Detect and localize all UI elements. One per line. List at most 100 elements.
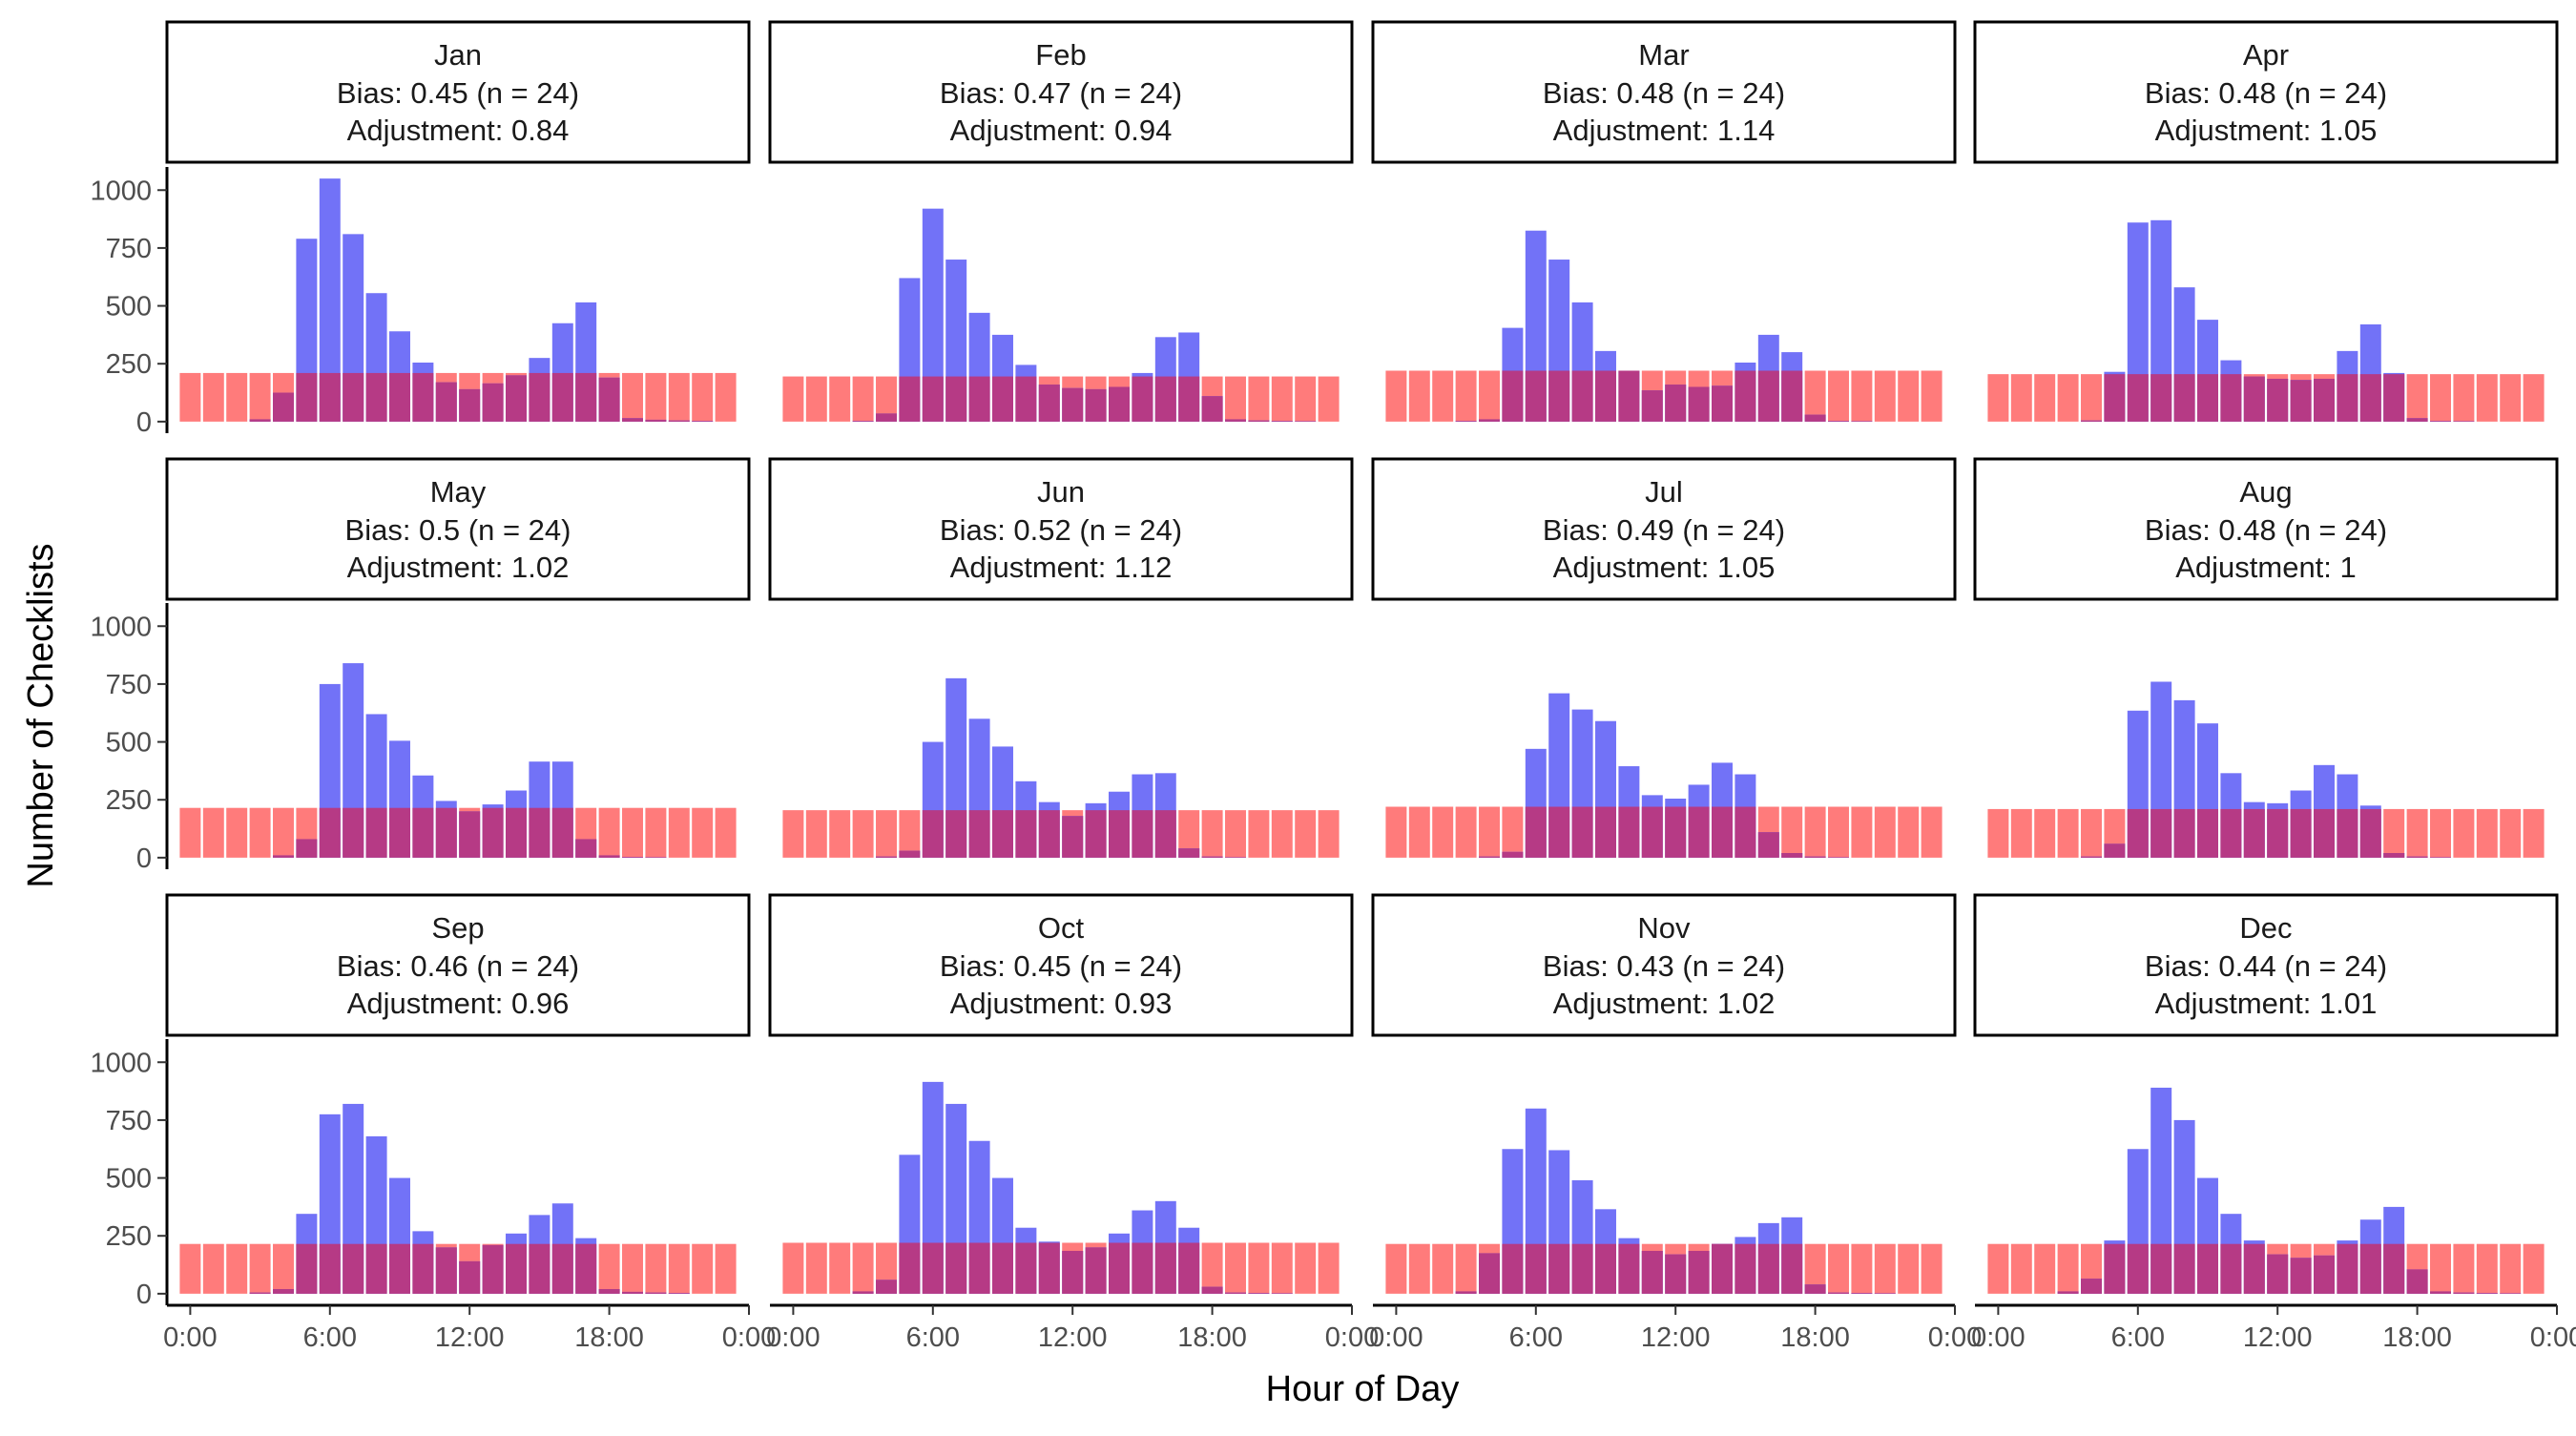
bar-overlap	[1781, 370, 1802, 421]
bar-overlap	[2453, 1293, 2474, 1294]
bar-expected	[1851, 370, 1872, 421]
bar-overlap	[529, 373, 550, 422]
bar-overlap	[969, 377, 990, 422]
bar-expected	[1319, 377, 1340, 422]
bar-overlap	[2150, 809, 2171, 858]
bar-overlap	[876, 1280, 897, 1294]
bar-expected	[2081, 809, 2102, 858]
bar-overlap	[552, 373, 573, 422]
bar-expected	[853, 810, 874, 858]
facet-month-label: Jan	[434, 38, 482, 72]
bar-expected	[1409, 806, 1430, 857]
bar-expected	[273, 1244, 294, 1294]
bar-overlap	[645, 1293, 666, 1294]
bar-expected	[1248, 377, 1269, 422]
bar-expected	[203, 808, 224, 858]
bar-overlap	[945, 810, 966, 858]
bar-overlap	[2383, 1244, 2404, 1294]
facet-month-label: Mar	[1638, 38, 1689, 72]
facet-adjustment-label: Adjustment: 0.94	[950, 114, 1173, 147]
bar-overlap	[1735, 806, 1755, 857]
bar-overlap	[2383, 374, 2404, 422]
facet-bias-label: Bias: 0.48 (n = 24)	[2145, 76, 2387, 110]
bar-expected	[669, 808, 690, 858]
bar-overlap	[1642, 390, 1663, 422]
bar-overlap	[2104, 843, 2125, 858]
bar-overlap	[1086, 389, 1107, 422]
bar-overlap	[2407, 1269, 2428, 1293]
bar-overlap	[1202, 857, 1223, 858]
bar-expected	[876, 810, 897, 858]
bar-overlap	[2197, 809, 2218, 858]
y-tick-label: 750	[106, 1106, 152, 1136]
bar-expected	[692, 808, 713, 858]
bar-overlap	[1132, 377, 1153, 422]
facet-adjustment-label: Adjustment: 1	[2175, 551, 2357, 584]
bar-overlap	[2197, 1244, 2218, 1294]
bar-overlap	[1526, 370, 1547, 421]
bar-expected	[692, 373, 713, 422]
bar-overlap	[2104, 374, 2125, 422]
bar-overlap	[2360, 374, 2381, 422]
bar-overlap	[1618, 806, 1639, 857]
facet-month-label: Feb	[1035, 38, 1086, 72]
bar-overlap	[992, 1242, 1013, 1293]
bar-expected	[1319, 810, 1340, 858]
bar-overlap	[2174, 374, 2195, 422]
bar-expected	[1272, 1242, 1293, 1293]
bar-overlap	[343, 1244, 364, 1294]
bar-overlap	[1155, 810, 1176, 858]
bar-expected	[716, 808, 737, 858]
bar-expected	[1502, 806, 1523, 857]
bar-expected	[645, 808, 666, 858]
bar-overlap	[969, 810, 990, 858]
bar-expected	[179, 1244, 200, 1294]
bar-expected	[1987, 374, 2008, 422]
bar-overlap	[599, 378, 620, 422]
x-tick-label: 0:00	[2530, 1322, 2576, 1353]
bar-overlap	[645, 420, 666, 422]
bar-overlap	[1479, 419, 1500, 421]
facet-bias-label: Bias: 0.44 (n = 24)	[2145, 949, 2387, 983]
bar-expected	[250, 1244, 271, 1294]
bar-overlap	[296, 373, 317, 422]
bar-expected	[669, 373, 690, 422]
bar-overlap	[273, 393, 294, 422]
bar-overlap	[1248, 421, 1269, 422]
x-tick-label: 18:00	[1177, 1322, 1247, 1353]
bar-expected	[829, 377, 850, 422]
bar-expected	[2383, 809, 2404, 858]
bar-overlap	[1062, 388, 1083, 422]
x-tick-label: 12:00	[2243, 1322, 2313, 1353]
y-tick-label: 0	[136, 1280, 152, 1310]
facet-month-label: Sep	[431, 911, 484, 945]
bar-expected	[645, 1244, 666, 1294]
bar-overlap	[2058, 1291, 2079, 1293]
bar-overlap	[2220, 374, 2241, 422]
bar-overlap	[1039, 1242, 1060, 1293]
bar-expected	[2058, 809, 2079, 858]
x-tick-label: 6:00	[303, 1322, 357, 1353]
bar-expected	[273, 808, 294, 858]
bar-expected	[716, 1244, 737, 1294]
y-tick-label: 250	[106, 1221, 152, 1252]
bar-overlap	[1132, 1242, 1153, 1293]
bar-overlap	[1039, 810, 1060, 858]
bar-expected	[1295, 377, 1316, 422]
bar-overlap	[2081, 1279, 2102, 1294]
bar-overlap	[1132, 810, 1153, 858]
bar-expected	[1225, 1242, 1246, 1293]
bar-overlap	[899, 1242, 920, 1293]
x-tick-label: 12:00	[1038, 1322, 1108, 1353]
y-tick-label: 250	[106, 785, 152, 816]
bar-expected	[2058, 1244, 2079, 1294]
facet-adjustment-label: Adjustment: 1.12	[950, 551, 1173, 584]
facet-adjustment-label: Adjustment: 0.84	[347, 114, 570, 147]
bar-overlap	[969, 1242, 990, 1293]
facet-adjustment-label: Adjustment: 0.93	[950, 987, 1173, 1020]
bar-expected	[1456, 1244, 1477, 1294]
bar-overlap	[1781, 853, 1802, 858]
facet-month-label: Jul	[1645, 475, 1683, 509]
facet-bias-label: Bias: 0.48 (n = 24)	[1543, 76, 1785, 110]
